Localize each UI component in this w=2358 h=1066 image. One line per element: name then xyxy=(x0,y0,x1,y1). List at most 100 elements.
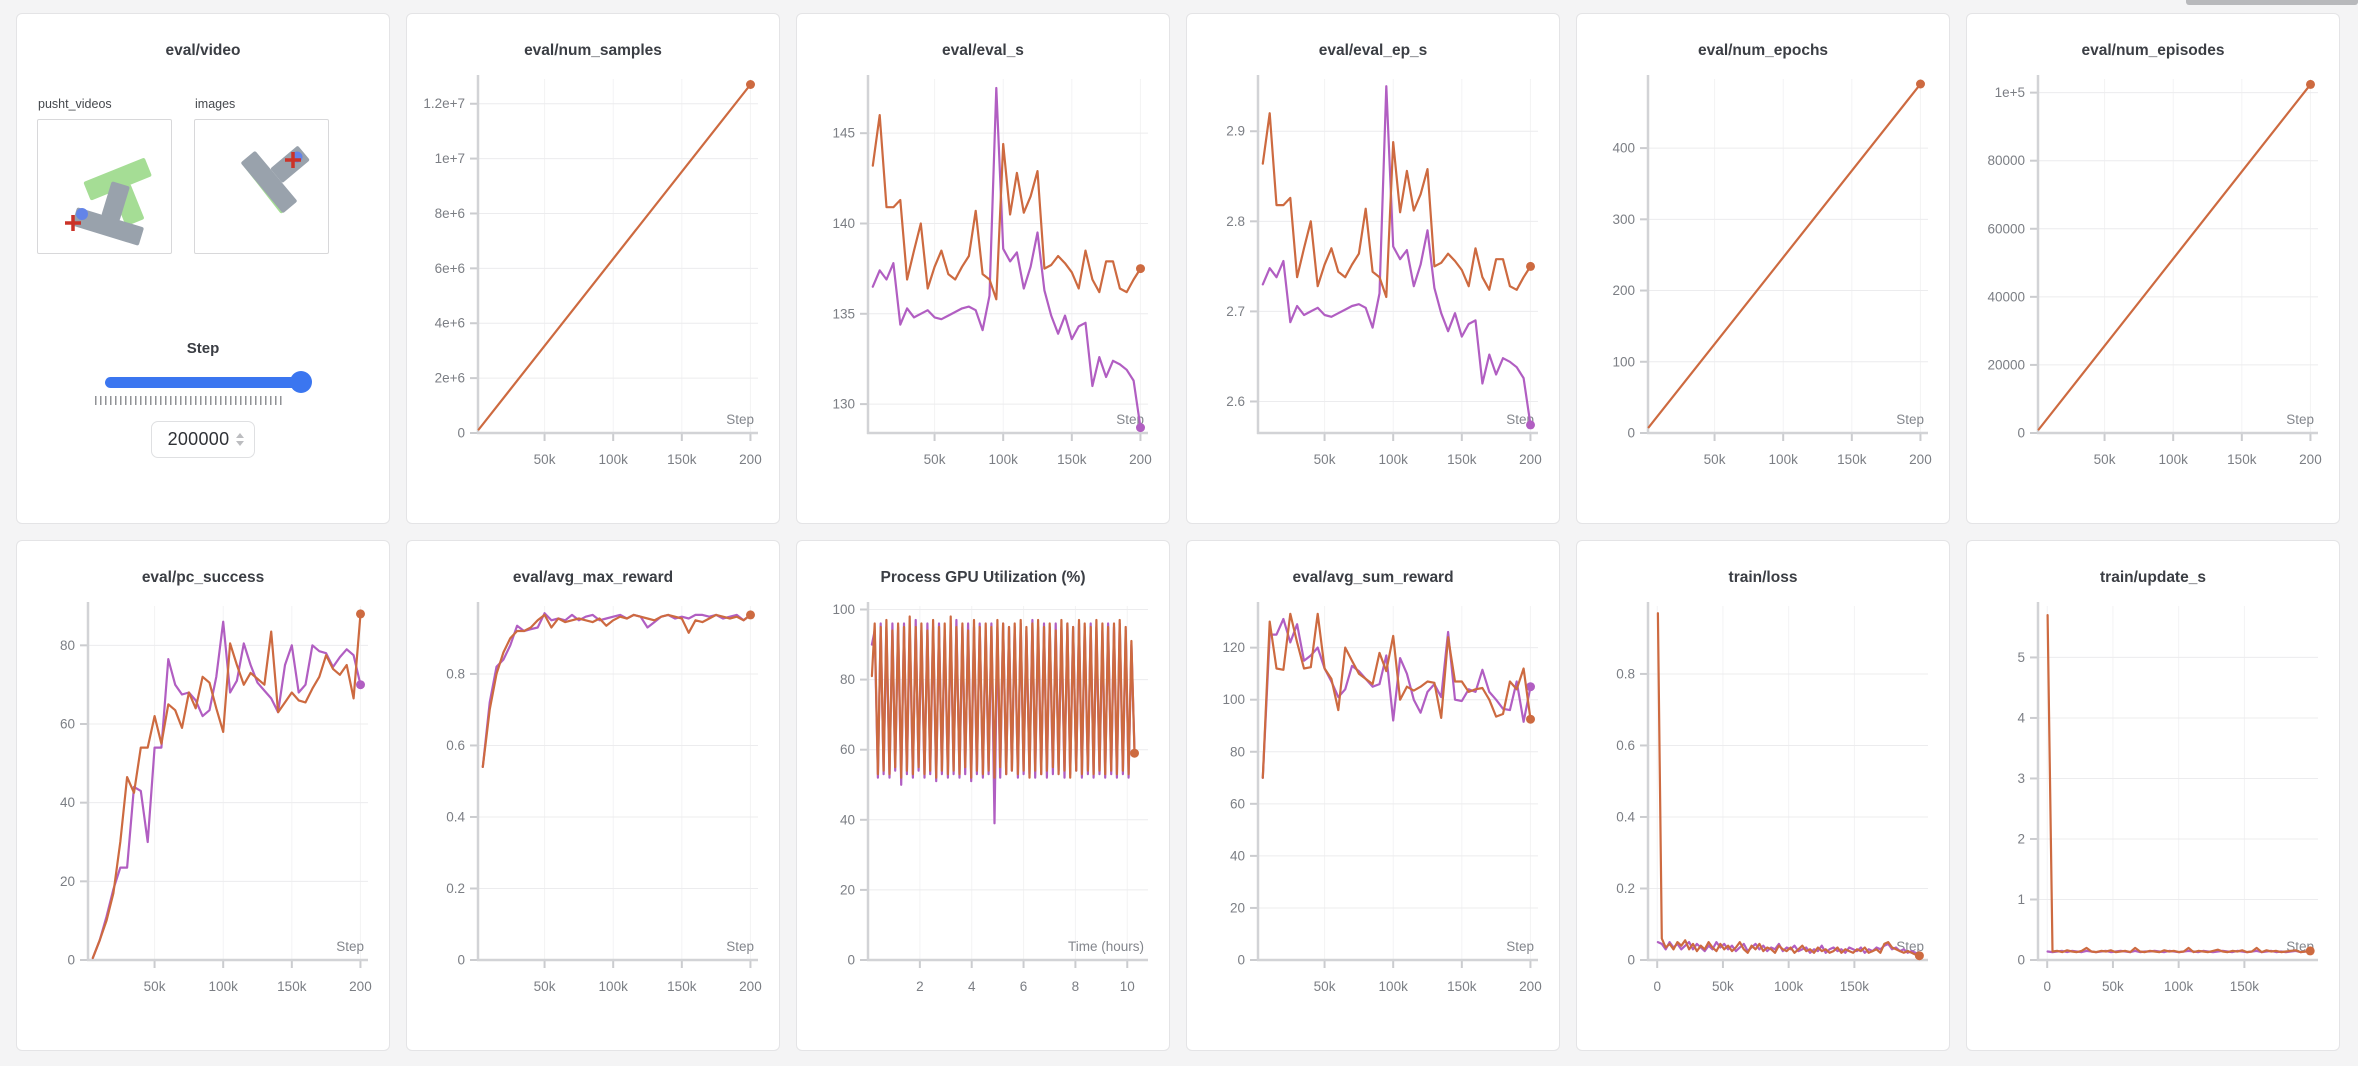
svg-text:50k: 50k xyxy=(534,452,556,467)
svg-text:200: 200 xyxy=(1519,452,1542,467)
chart-svg[interactable]: 0 100 200 300 400 50k 100k 150k 200 Step xyxy=(1588,65,1938,505)
stepper-up-icon[interactable] xyxy=(236,433,245,438)
chart-svg[interactable]: 0 0.2 0.4 0.6 0.8 50k 100k 150k 200 Step xyxy=(418,592,768,1032)
y-axis-labels: 0 20 40 60 80 xyxy=(60,638,75,968)
svg-text:0: 0 xyxy=(1237,953,1245,968)
svg-text:300: 300 xyxy=(1612,212,1635,227)
chart-svg[interactable]: 0 20 40 60 80 50k 100k 150k 200 Step xyxy=(28,592,378,1032)
series-run-orange xyxy=(477,83,752,431)
chart-svg[interactable]: 0 20 40 60 80 100 120 50k 100k 150k 200 Step xyxy=(1198,592,1548,1032)
axes xyxy=(1250,602,1538,968)
endpoint-dot-run-orange xyxy=(1136,264,1145,274)
y-axis-labels: 0 1 2 3 4 5 xyxy=(2017,650,2025,968)
svg-text:50k: 50k xyxy=(534,979,556,994)
svg-text:100: 100 xyxy=(1222,692,1245,707)
svg-text:200: 200 xyxy=(1129,452,1152,467)
y-axis-labels: 0 100 200 300 400 xyxy=(1612,141,1635,441)
scrollbar-fragment[interactable] xyxy=(2186,0,2358,5)
panel-num_samples: eval/num_samples 0 2e+6 4e+6 6e+6 8e+6 1e+7 1.… xyxy=(406,13,780,524)
svg-text:100k: 100k xyxy=(1379,979,1409,994)
svg-text:50k: 50k xyxy=(1314,979,1336,994)
stepper-down-icon[interactable] xyxy=(236,441,245,446)
panel-title: eval/num_epochs xyxy=(1697,42,1829,59)
svg-text:150k: 150k xyxy=(1840,979,1870,994)
step-slider-ticks xyxy=(95,396,285,405)
image-thumbnail[interactable] xyxy=(194,119,329,254)
chart-svg[interactable]: 130 135 140 145 50k 100k 150k 200 Step xyxy=(808,65,1158,505)
video-thumbnail[interactable] xyxy=(37,119,172,254)
svg-text:2: 2 xyxy=(916,979,924,994)
endpoint-dot-run-purple xyxy=(1526,420,1535,430)
endpoint-dot-run-orange xyxy=(1526,714,1535,724)
y-axis-labels: 0 20 40 60 80 100 xyxy=(832,602,855,967)
svg-text:0: 0 xyxy=(2017,426,2025,441)
step-value-stepper[interactable]: 200000 xyxy=(150,421,256,458)
series-run-orange xyxy=(2046,614,2312,954)
media-caption: pusht_videos xyxy=(38,97,112,111)
axes xyxy=(80,602,368,968)
step-slider-handle[interactable] xyxy=(290,371,312,393)
series-run-orange xyxy=(1261,612,1532,779)
svg-text:150k: 150k xyxy=(2227,452,2257,467)
step-slider[interactable] xyxy=(105,371,312,393)
svg-text:60: 60 xyxy=(1230,796,1245,811)
gridlines xyxy=(1648,606,1928,960)
svg-text:60: 60 xyxy=(60,717,75,732)
panel-train_loss: train/loss 0 0.2 0.4 0.6 0.8 0 50k 100k 150k Step xyxy=(1576,540,1950,1051)
endpoint-dot-run-purple xyxy=(1136,423,1145,433)
chart-svg[interactable]: 0 20 40 60 80 100 2 4 6 8 10 Time (hours) xyxy=(808,592,1158,1032)
gridlines xyxy=(2038,606,2318,960)
svg-text:0: 0 xyxy=(1627,953,1635,968)
series-run-orange xyxy=(91,612,362,960)
panel-title: eval/eval_s xyxy=(942,42,1024,59)
x-axis-labels: 50k 100k 150k 200 xyxy=(1704,452,1932,467)
svg-text:0.2: 0.2 xyxy=(446,881,465,896)
svg-text:0.8: 0.8 xyxy=(1616,666,1635,681)
svg-text:150k: 150k xyxy=(1447,979,1477,994)
svg-text:4: 4 xyxy=(968,979,976,994)
panel-avg_sum_reward: eval/avg_sum_reward 0 20 40 60 80 100 120 50k 10… xyxy=(1186,540,1560,1051)
panel-title: eval/avg_max_reward xyxy=(512,569,674,586)
svg-text:0: 0 xyxy=(2017,953,2025,968)
series-run-orange xyxy=(481,613,752,768)
svg-text:1e+5: 1e+5 xyxy=(1995,85,2025,100)
target-cross-icon xyxy=(65,215,81,231)
y-axis-labels: 0 20 40 60 80 100 120 xyxy=(1222,640,1245,967)
svg-text:2.6: 2.6 xyxy=(1226,394,1245,409)
series-run-orange xyxy=(1656,612,1921,957)
svg-text:50k: 50k xyxy=(2094,452,2116,467)
panel-train_update_s: train/update_s 0 1 2 3 4 5 0 50k 100k 150k Step xyxy=(1966,540,2340,1051)
svg-text:2.9: 2.9 xyxy=(1226,124,1245,139)
svg-text:150k: 150k xyxy=(1837,452,1867,467)
chart-svg[interactable]: 0 20000 40000 60000 80000 1e+5 50k 100k 150k 200 S… xyxy=(1978,65,2328,505)
svg-text:50k: 50k xyxy=(1704,452,1726,467)
panel-eval_s: eval/eval_s 130 135 140 145 50k 100k 150k 200 St… xyxy=(796,13,1170,524)
svg-text:50k: 50k xyxy=(2102,979,2124,994)
endpoint-dot-run-orange xyxy=(1526,261,1535,271)
svg-text:40000: 40000 xyxy=(1987,289,2025,304)
svg-text:100k: 100k xyxy=(1769,452,1799,467)
media-caption: images xyxy=(195,97,236,111)
svg-text:150k: 150k xyxy=(2230,979,2260,994)
svg-text:1.2e+7: 1.2e+7 xyxy=(423,96,465,111)
svg-text:20: 20 xyxy=(1230,900,1245,915)
svg-text:200: 200 xyxy=(739,979,762,994)
svg-text:2.7: 2.7 xyxy=(1226,304,1245,319)
y-axis-labels: 0 2e+6 4e+6 6e+6 8e+6 1e+7 1.2e+7 xyxy=(423,96,465,440)
svg-text:0: 0 xyxy=(2043,979,2051,994)
svg-text:150k: 150k xyxy=(1447,452,1477,467)
panel-eval-video: eval/video pusht_videos xyxy=(16,13,390,524)
gridlines xyxy=(478,606,758,960)
svg-text:400: 400 xyxy=(1612,141,1635,156)
step-slider-label: Step xyxy=(186,340,220,357)
step-slider-track[interactable] xyxy=(105,377,301,388)
svg-text:4: 4 xyxy=(2017,710,2025,725)
svg-text:0.2: 0.2 xyxy=(1616,881,1635,896)
chart-svg[interactable]: 0 2e+6 4e+6 6e+6 8e+6 1e+7 1.2e+7 50k 100k 150k 20… xyxy=(418,65,768,505)
step-value[interactable]: 200000 xyxy=(167,429,230,449)
x-axis-title: Time (hours) xyxy=(1068,939,1144,954)
endpoint-dot-run-orange xyxy=(1914,951,1924,961)
